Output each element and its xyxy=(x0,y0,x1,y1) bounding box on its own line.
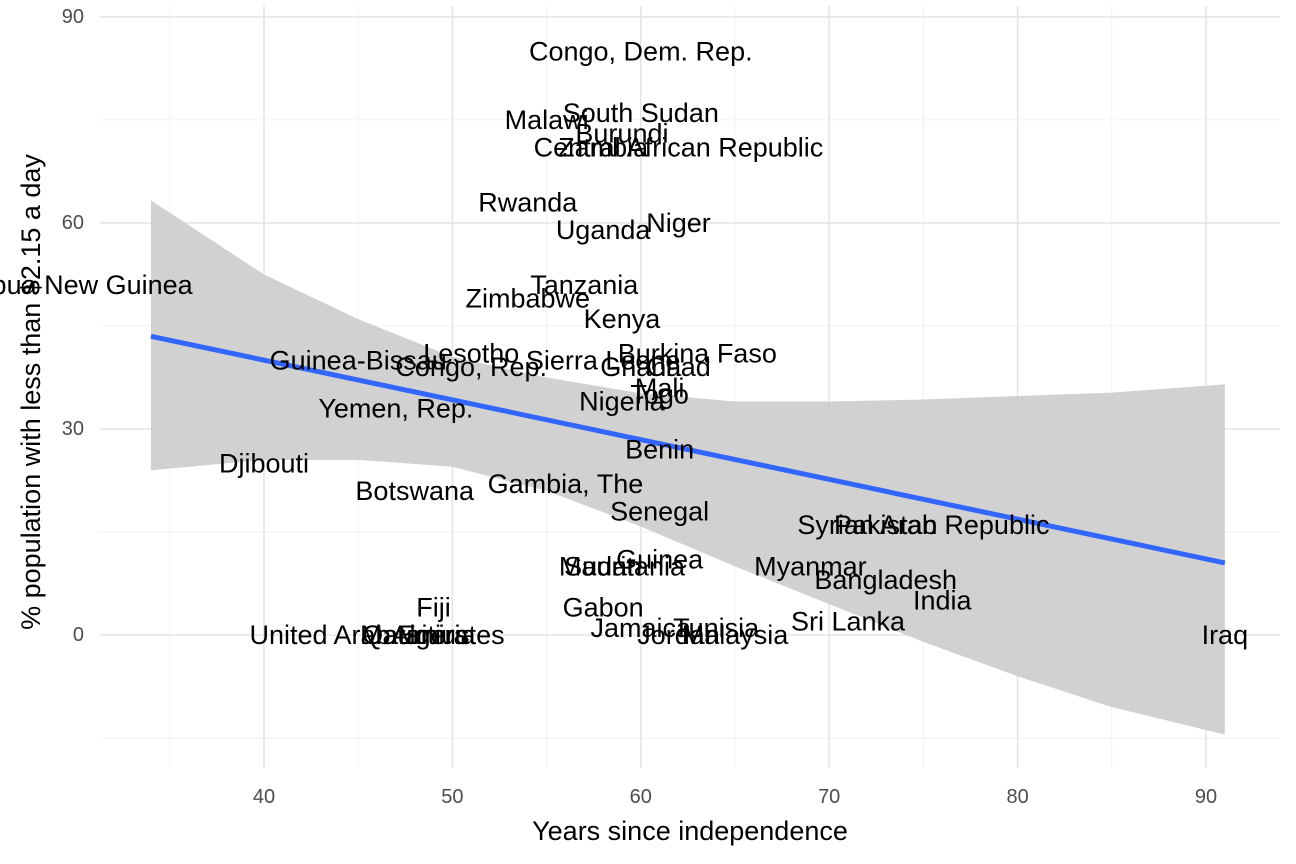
point-label: Algeria xyxy=(392,620,477,650)
x-tick-label: 70 xyxy=(818,786,840,808)
point-label: Sudan xyxy=(564,551,642,581)
point-label: Burundi xyxy=(575,119,668,149)
point-label: Rwanda xyxy=(478,187,578,217)
x-tick-label: 50 xyxy=(441,786,463,808)
x-axis-title: Years since independence xyxy=(532,816,848,846)
point-label: India xyxy=(913,586,973,616)
point-label: Malaysia xyxy=(682,620,790,650)
x-tick-label: 80 xyxy=(1006,786,1028,808)
point-label: Tanzania xyxy=(530,270,639,300)
point-label: Botswana xyxy=(355,476,475,506)
point-label: Congo, Dem. Rep. xyxy=(529,36,753,66)
point-label: Lesotho xyxy=(423,338,519,368)
point-label: Sierra Leone xyxy=(526,345,681,375)
point-label: Sri Lanka xyxy=(791,606,906,636)
point-label: Tunisia xyxy=(673,613,760,643)
point-label: Jamaica xyxy=(591,613,693,643)
point-label: Malawi xyxy=(505,105,589,135)
point-label: Bangladesh xyxy=(814,565,957,595)
tick-labels: 40 50 60 70 80 90 0 30 60 90 xyxy=(62,6,1217,808)
point-label: Papua New Guinea xyxy=(0,270,194,300)
point-label: Guinea xyxy=(616,544,704,574)
point-label: Djibouti xyxy=(219,448,309,478)
point-label: Kenya xyxy=(584,304,662,334)
y-axis-title: % population with less than $2.15 a day xyxy=(16,154,46,630)
point-label: Yemen, Rep. xyxy=(318,393,473,423)
point-labels: Congo, Dem. Rep. South SudanMalawiBurundi… xyxy=(0,36,1248,650)
point-label: Chad xyxy=(646,352,711,382)
point-label: Mauritius xyxy=(360,620,470,650)
point-label: Iraq xyxy=(1202,620,1249,650)
point-label: Gambia, The xyxy=(488,469,644,499)
point-label: Zambia xyxy=(558,132,649,162)
point-label: Gabon xyxy=(563,593,644,623)
y-tick-label: 0 xyxy=(73,624,84,646)
point-label: Syrian Arab Republic xyxy=(797,510,1049,540)
x-tick-label: 40 xyxy=(253,786,275,808)
point-label: United Arab Emirates xyxy=(249,620,504,650)
y-tick-label: 30 xyxy=(62,418,84,440)
point-label: Fiji xyxy=(416,593,451,623)
point-label: Mali xyxy=(635,373,685,403)
point-label: Togo xyxy=(630,380,689,410)
point-label: Benin xyxy=(625,435,694,465)
point-label: Qatar xyxy=(362,620,430,650)
x-tick-label: 60 xyxy=(630,786,652,808)
point-label: Guinea-Bissau xyxy=(270,345,447,375)
point-label: Niger xyxy=(646,208,711,238)
point-label: Jordan xyxy=(637,620,720,650)
x-tick-label: 90 xyxy=(1195,786,1217,808)
confidence-band-area xyxy=(150,200,1225,735)
confidence-band xyxy=(150,200,1225,735)
point-label: Congo, Rep. xyxy=(395,352,547,382)
y-tick-label: 90 xyxy=(62,6,84,28)
point-label: Ghana xyxy=(600,352,682,382)
y-tick-label: 60 xyxy=(62,212,84,234)
point-label: Senegal xyxy=(610,496,709,526)
point-label: Burkina Faso xyxy=(618,338,777,368)
point-label: Pakistan xyxy=(834,510,938,540)
point-label: Zimbabwe xyxy=(465,284,590,314)
trend-line xyxy=(150,333,1226,566)
trend-line-group xyxy=(150,333,1226,566)
point-label: Nigeria xyxy=(579,387,666,417)
point-label: Uganda xyxy=(556,215,652,245)
point-label: Mauritania xyxy=(559,551,686,581)
point-label: Central African Republic xyxy=(534,132,824,162)
point-label: South Sudan xyxy=(563,98,719,128)
point-label: Myanmar xyxy=(754,551,867,581)
